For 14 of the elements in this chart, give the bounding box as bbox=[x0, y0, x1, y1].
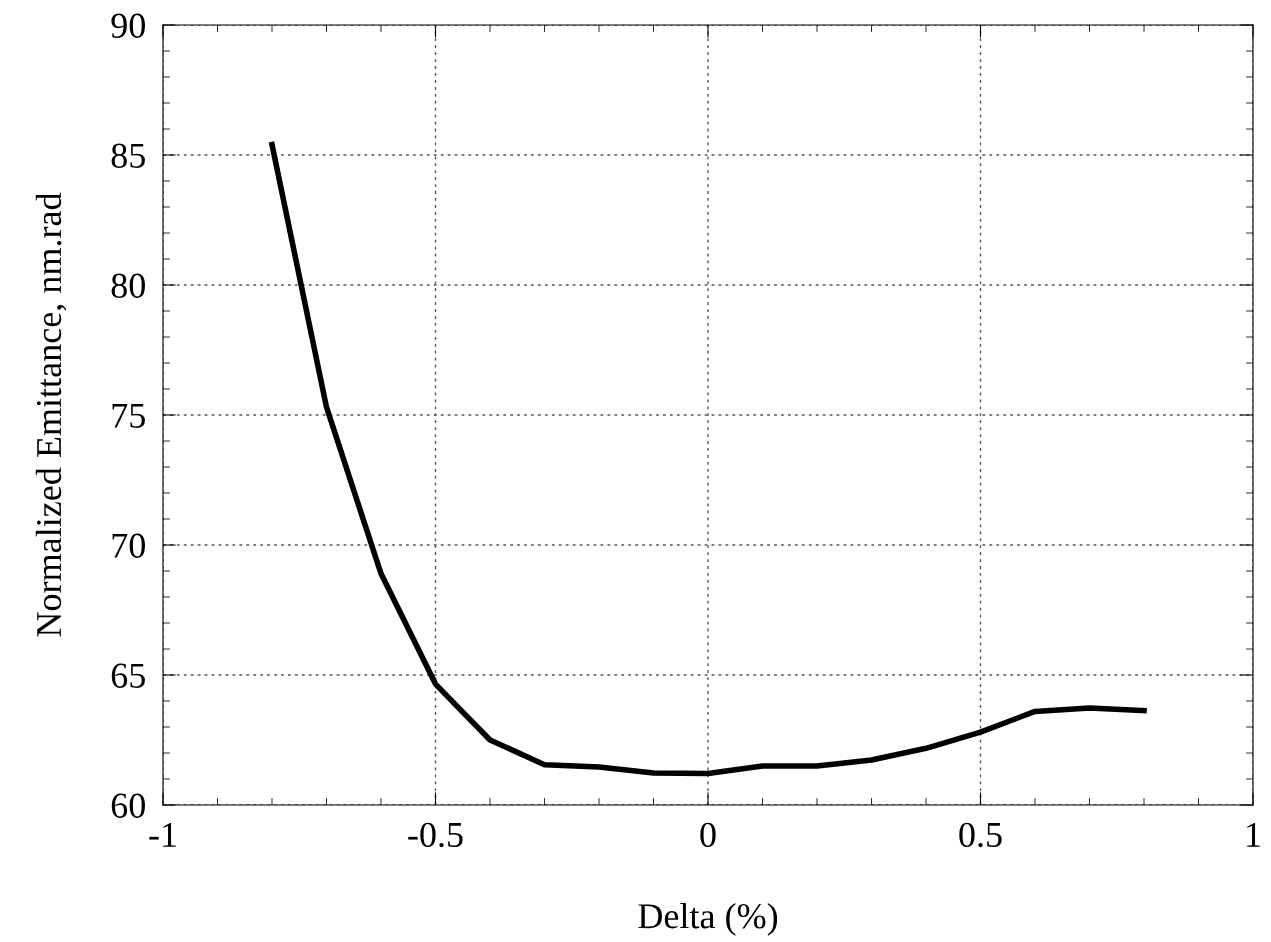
y-tick-label: 85 bbox=[111, 143, 145, 168]
x-tick-label: 0 bbox=[700, 822, 716, 848]
x-tick-label: 1 bbox=[1247, 822, 1260, 847]
x-axis-title: Delta (%) bbox=[638, 903, 778, 936]
y-axis-title: Normalized Emittance, nm.rad bbox=[35, 192, 67, 637]
y-tick-label: 70 bbox=[112, 533, 145, 558]
y-tick-label: 90 bbox=[111, 13, 145, 38]
x-tick-label: 0.5 bbox=[959, 822, 1002, 848]
x-tick-label: -0.5 bbox=[408, 822, 463, 848]
y-tick-label: 65 bbox=[111, 663, 145, 688]
x-tick-label: -1 bbox=[149, 822, 176, 847]
y-tick-label: 60 bbox=[111, 793, 145, 818]
y-tick-label: 80 bbox=[111, 273, 145, 298]
y-tick-label: 75 bbox=[112, 403, 145, 428]
